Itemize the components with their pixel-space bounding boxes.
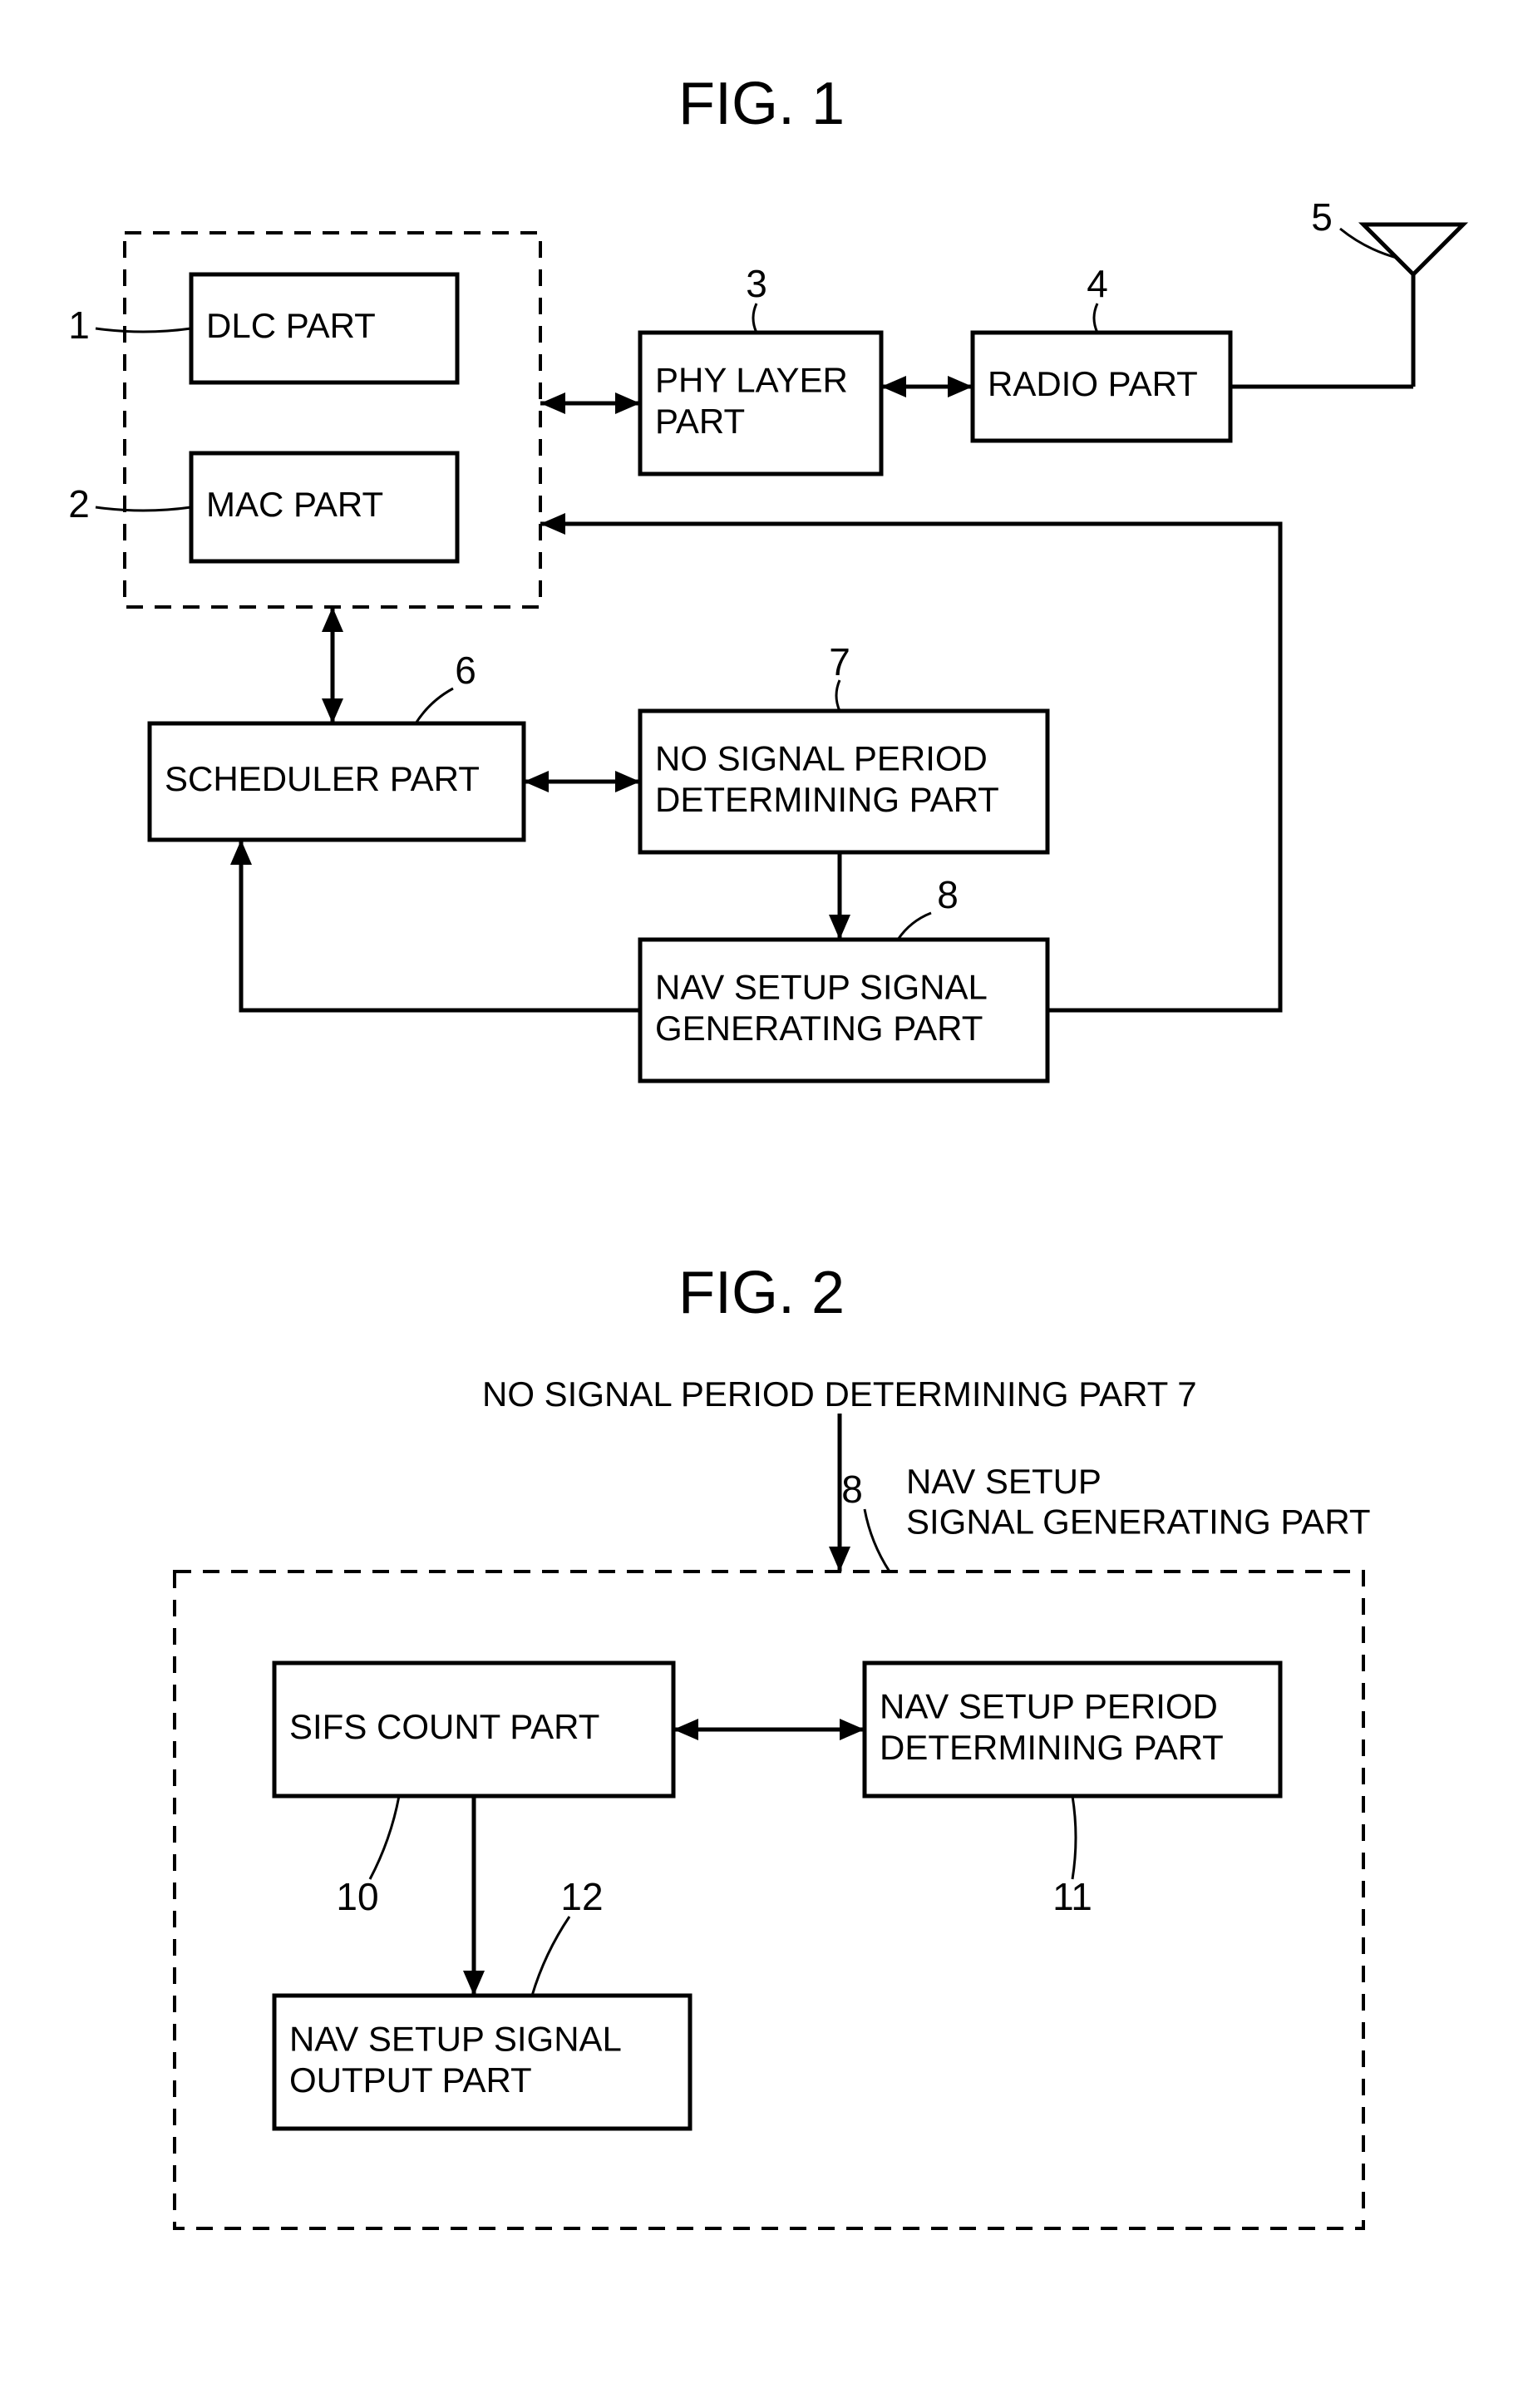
fig1-scheduler-label: SCHEDULER PART [165,759,480,798]
ref-fig1-5: 5 [1311,195,1333,239]
ref-fig2-12: 12 [560,1875,603,1918]
ref-fig2-10: 10 [336,1875,378,1918]
ref-fig1-2: 2 [68,482,90,526]
ref-fig2-8: 8 [841,1468,863,1511]
fig1-phy-label: PHY LAYER [655,360,848,399]
fig2-navout-label: NAV SETUP SIGNAL [289,2019,622,2058]
ref-fig1-7: 7 [829,640,850,683]
fig1-navgen-label: GENERATING PART [655,1009,983,1048]
ref-fig1-6: 6 [455,649,476,692]
ref-fig1-3: 3 [746,262,767,305]
ref-fig1-1: 1 [68,303,90,347]
fig1-phy-label: PART [655,402,745,441]
ref-fig1-4: 4 [1087,262,1108,305]
fig2-sifs-label: SIFS COUNT PART [289,1707,599,1746]
fig1-mac-label: MAC PART [206,485,383,524]
fig2-caption-right: SIGNAL GENERATING PART [906,1502,1371,1541]
fig2-title: FIG. 2 [678,1260,845,1326]
fig2-navper-label: NAV SETUP PERIOD [880,1686,1218,1725]
fig1-title: FIG. 1 [678,71,845,137]
fig1-navgen-label: NAV SETUP SIGNAL [655,967,988,1006]
fig1-dlc-label: DLC PART [206,306,376,345]
ref-fig1-8: 8 [937,873,959,916]
fig2-navout-label: OUTPUT PART [289,2060,532,2100]
fig1-nosig-label: DETERMINING PART [655,780,999,819]
diagram-canvas: FIG. 1 DLC PART MAC PART PHY LAYERPART RADIO… [0,0,1523,2408]
fig2-navper-label: DETERMINING PART [880,1728,1224,1767]
antenna-icon [1363,225,1463,274]
ref-fig2-11: 11 [1052,1875,1092,1918]
fig1-nosig-label: NO SIGNAL PERIOD [655,738,988,777]
fig2-caption-top: NO SIGNAL PERIOD DETERMINING PART 7 [482,1374,1197,1414]
fig2-caption-right: NAV SETUP [906,1462,1102,1501]
fig1-radio-label: RADIO PART [988,364,1198,403]
